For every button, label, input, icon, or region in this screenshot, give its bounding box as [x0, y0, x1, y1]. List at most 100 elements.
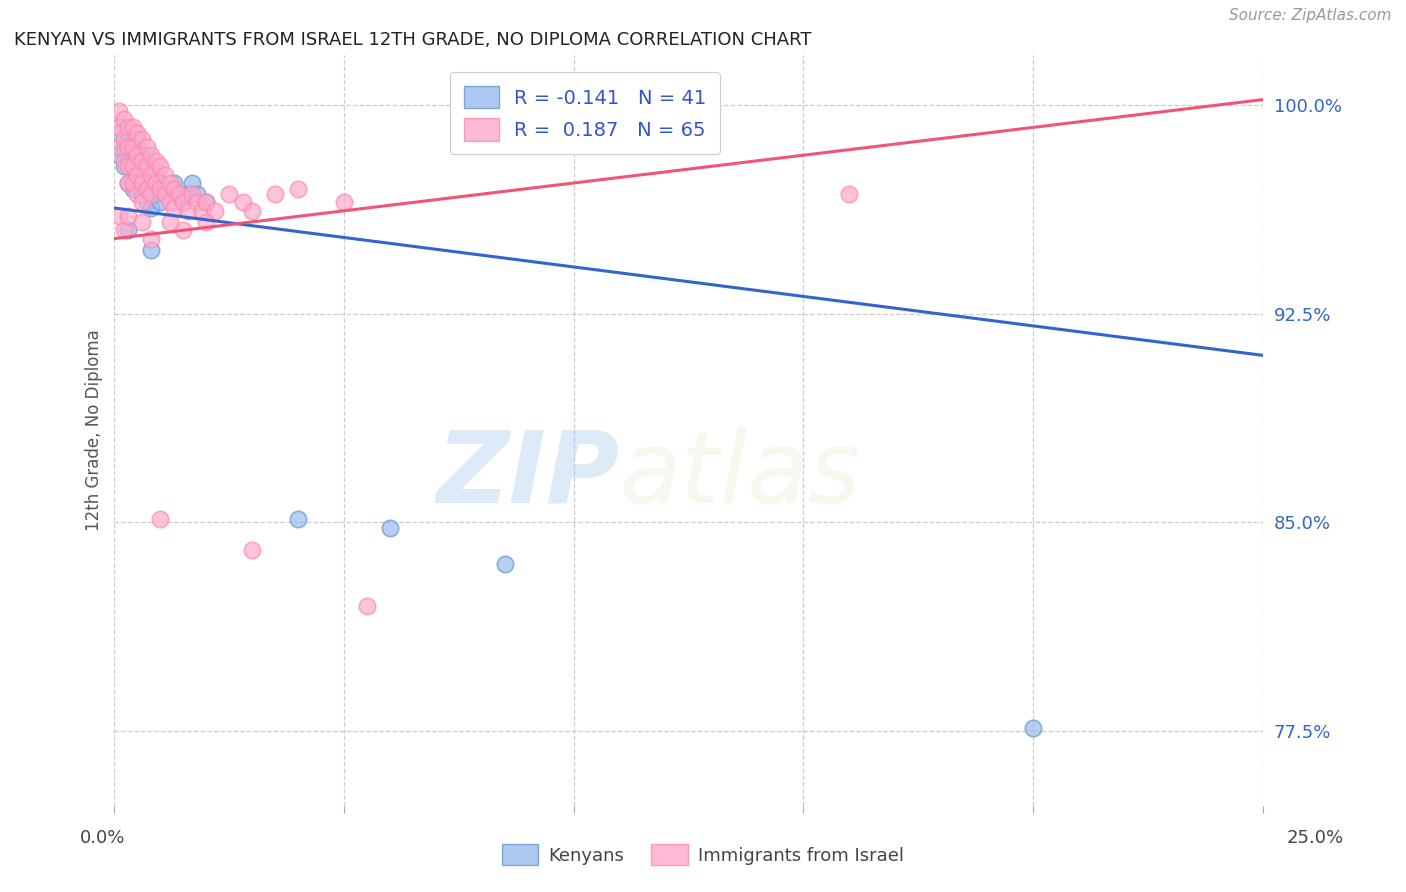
Point [108, 140, 131, 154]
Point [108, 210, 131, 224]
Point [135, 181, 157, 195]
Point [112, 159, 135, 173]
Point [153, 187, 176, 202]
Point [153, 168, 176, 182]
Point [121, 176, 143, 190]
Point [131, 153, 153, 168]
Point [117, 120, 139, 135]
Point [121, 181, 143, 195]
Point [117, 176, 139, 190]
Point [163, 176, 186, 190]
Point [1022, 721, 1045, 735]
Point [127, 131, 149, 145]
Point [117, 176, 139, 190]
Point [135, 153, 157, 168]
Point [127, 126, 149, 140]
Point [378, 521, 401, 535]
Text: KENYAN VS IMMIGRANTS FROM ISRAEL 12TH GRADE, NO DIPLOMA CORRELATION CHART: KENYAN VS IMMIGRANTS FROM ISRAEL 12TH GR… [14, 31, 811, 49]
Point [141, 201, 163, 215]
Point [287, 181, 309, 195]
Point [163, 181, 186, 195]
Point [145, 153, 167, 168]
Point [167, 187, 190, 202]
Point [240, 542, 263, 557]
Point [195, 195, 218, 210]
Point [195, 215, 218, 229]
Point [177, 187, 200, 202]
Point [186, 187, 208, 202]
Point [141, 168, 163, 182]
Point [108, 148, 131, 162]
Point [163, 201, 186, 215]
Point [159, 176, 181, 190]
Point [131, 148, 153, 162]
Point [127, 176, 149, 190]
Point [108, 126, 131, 140]
Text: atlas: atlas [620, 427, 862, 524]
Point [838, 187, 860, 202]
Point [108, 120, 131, 135]
Point [135, 195, 157, 210]
Point [131, 131, 153, 145]
Point [108, 103, 131, 118]
Point [127, 168, 149, 182]
Point [177, 203, 200, 218]
Point [149, 176, 172, 190]
Text: ZIP: ZIP [437, 427, 620, 524]
Point [141, 187, 163, 202]
Point [121, 159, 143, 173]
Legend: R = -0.141   N = 41, R =  0.187   N = 65: R = -0.141 N = 41, R = 0.187 N = 65 [450, 72, 720, 154]
Point [172, 195, 194, 210]
Point [145, 168, 167, 182]
Point [287, 512, 309, 526]
Point [141, 148, 163, 162]
Point [159, 187, 181, 202]
Point [127, 153, 149, 168]
Point [121, 120, 143, 135]
Point [112, 140, 135, 154]
Point [240, 203, 263, 218]
Point [131, 195, 153, 210]
Text: Source: ZipAtlas.com: Source: ZipAtlas.com [1229, 8, 1392, 22]
Point [141, 181, 163, 195]
Point [112, 153, 135, 168]
Point [195, 195, 218, 210]
Point [135, 159, 157, 173]
Point [117, 153, 139, 168]
Point [121, 159, 143, 173]
Point [145, 176, 167, 190]
Point [153, 181, 176, 195]
Point [127, 187, 149, 202]
Point [172, 195, 194, 210]
Point [135, 140, 157, 154]
Point [117, 159, 139, 173]
Point [141, 159, 163, 173]
Point [190, 203, 212, 218]
Point [131, 176, 153, 190]
Legend: Kenyans, Immigrants from Israel: Kenyans, Immigrants from Israel [495, 837, 911, 872]
Point [333, 195, 356, 210]
Point [145, 187, 167, 202]
Text: 25.0%: 25.0% [1286, 829, 1344, 847]
Text: 0.0%: 0.0% [80, 829, 125, 847]
Point [108, 821, 131, 835]
Y-axis label: 12th Grade, No Diploma: 12th Grade, No Diploma [86, 329, 103, 532]
Point [167, 187, 190, 202]
Point [127, 148, 149, 162]
Point [172, 223, 194, 237]
Point [131, 187, 153, 202]
Point [117, 223, 139, 237]
Point [181, 187, 204, 202]
Point [135, 176, 157, 190]
Point [112, 131, 135, 145]
Point [356, 599, 378, 613]
Point [117, 140, 139, 154]
Point [131, 215, 153, 229]
Point [117, 210, 139, 224]
Point [494, 557, 516, 571]
Point [117, 131, 139, 145]
Point [159, 215, 181, 229]
Point [186, 195, 208, 210]
Point [141, 231, 163, 245]
Point [218, 187, 240, 202]
